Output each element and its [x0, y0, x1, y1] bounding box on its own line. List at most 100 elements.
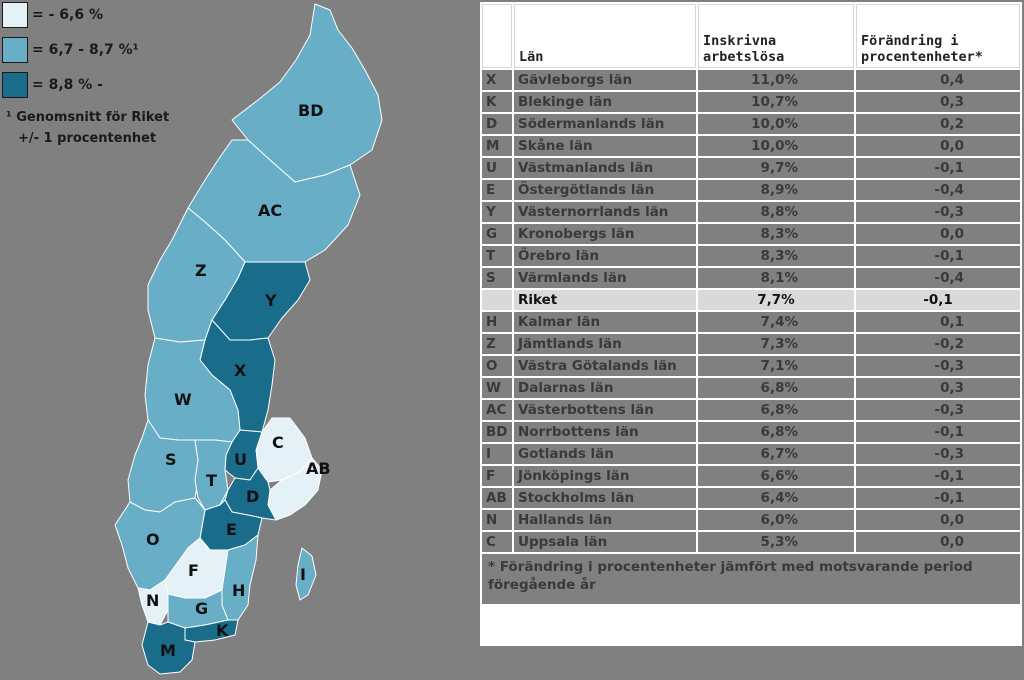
header-code — [482, 4, 512, 68]
table-row: G Kronobergs län 8,3% 0,0 — [482, 224, 1020, 244]
row-code: AC — [482, 400, 512, 420]
header-inskrivna[interactable]: Inskrivna arbetslösa — [698, 4, 854, 68]
row-code: O — [482, 356, 512, 376]
county-m[interactable] — [141, 621, 196, 675]
row-value: 6,0% — [698, 510, 854, 530]
row-name: Jämtlands län — [514, 334, 696, 354]
row-code: G — [482, 224, 512, 244]
row-name: Hallands län — [514, 510, 696, 530]
row-name: Riket — [514, 290, 696, 310]
row-name: Stockholms län — [514, 488, 696, 508]
row-code: T — [482, 246, 512, 266]
county-t[interactable] — [194, 439, 233, 511]
legend-note-1: ¹ Genomsnitt för Riket — [6, 110, 170, 125]
table-row: I Gotlands län 6,7% -0,3 — [482, 444, 1020, 464]
row-code: M — [482, 136, 512, 156]
row-code: I — [482, 444, 512, 464]
row-value: 10,7% — [698, 92, 854, 112]
row-name: Västmanlands län — [514, 158, 696, 178]
row-name: Skåne län — [514, 136, 696, 156]
row-change: -0,3 — [856, 400, 1020, 420]
row-change: -0,1 — [856, 422, 1020, 442]
map-label-g: G — [195, 599, 208, 618]
table-row: T Örebro län 8,3% -0,1 — [482, 246, 1020, 266]
county-ac[interactable] — [187, 139, 361, 263]
row-code: H — [482, 312, 512, 332]
row-value: 7,1% — [698, 356, 854, 376]
map-label-f: F — [188, 561, 199, 580]
row-change: 0,0 — [856, 136, 1020, 156]
table-row: F Jönköpings län 6,6% -0,1 — [482, 466, 1020, 486]
unemployment-table: Län Inskrivna arbetslösa Förändring i pr… — [480, 2, 1022, 554]
map-label-o: O — [146, 530, 160, 549]
table-row: Z Jämtlands län 7,3% -0,2 — [482, 334, 1020, 354]
row-code: Z — [482, 334, 512, 354]
map-label-x: X — [234, 361, 247, 380]
row-name: Västra Götalands län — [514, 356, 696, 376]
row-code: AB — [482, 488, 512, 508]
row-change: 0,4 — [856, 70, 1020, 90]
row-name: Blekinge län — [514, 92, 696, 112]
county-h[interactable] — [221, 534, 259, 621]
row-value: 11,0% — [698, 70, 854, 90]
map-labels: BD AC Z Y X W C AB U S T D E O F N G H K… — [146, 101, 331, 660]
map-label-m: M — [160, 641, 176, 660]
row-change: 0,2 — [856, 114, 1020, 134]
map-label-e: E — [226, 520, 237, 539]
row-code: N — [482, 510, 512, 530]
map-label-w: W — [174, 390, 192, 409]
legend-item-mid: = 6,7 - 8,7 %¹ — [2, 37, 139, 63]
row-code: X — [482, 70, 512, 90]
header-forandring[interactable]: Förändring i procentenheter* — [856, 4, 1020, 68]
table-row-riket: Riket 7,7% -0,1 — [482, 290, 1020, 310]
row-change: -0,1 — [856, 290, 1020, 310]
row-change: -0,3 — [856, 444, 1020, 464]
sweden-county-map: BD AC Z Y X W C AB U S T D E O F N G H K… — [114, 3, 383, 675]
row-value: 6,8% — [698, 422, 854, 442]
row-change: 0,3 — [856, 92, 1020, 112]
table-row: S Värmlands län 8,1% -0,4 — [482, 268, 1020, 288]
map-label-t: T — [206, 471, 217, 490]
row-name: Södermanlands län — [514, 114, 696, 134]
table-row: W Dalarnas län 6,8% 0,3 — [482, 378, 1020, 398]
legend-label-high: = 8,8 % - — [32, 77, 103, 93]
map-label-k: K — [216, 621, 229, 640]
row-value: 8,8% — [698, 202, 854, 222]
map-label-y: Y — [264, 291, 277, 310]
row-change: 0,1 — [856, 312, 1020, 332]
row-value: 6,4% — [698, 488, 854, 508]
row-code: C — [482, 532, 512, 552]
row-name: Uppsala län — [514, 532, 696, 552]
map-label-s: S — [165, 450, 177, 469]
row-name: Kronobergs län — [514, 224, 696, 244]
table-row: AB Stockholms län 6,4% -0,1 — [482, 488, 1020, 508]
row-change: -0,1 — [856, 466, 1020, 486]
row-name: Kalmar län — [514, 312, 696, 332]
row-change: -0,1 — [856, 246, 1020, 266]
legend-note-2: +/- 1 procentenhet — [18, 131, 157, 146]
county-i[interactable] — [295, 547, 317, 601]
legend-item-high: = 8,8 % - — [2, 72, 103, 98]
table-row: X Gävleborgs län 11,0% 0,4 — [482, 70, 1020, 90]
header-lan[interactable]: Län — [514, 4, 696, 68]
table-row: K Blekinge län 10,7% 0,3 — [482, 92, 1020, 112]
legend-label-low: = - 6,6 % — [32, 7, 103, 23]
row-value: 10,0% — [698, 114, 854, 134]
row-change: -0,3 — [856, 202, 1020, 222]
table-row: U Västmanlands län 9,7% -0,1 — [482, 158, 1020, 178]
row-value: 8,9% — [698, 180, 854, 200]
row-code: BD — [482, 422, 512, 442]
map-label-ac: AC — [258, 201, 282, 220]
row-change: -0,1 — [856, 488, 1020, 508]
row-name: Östergötlands län — [514, 180, 696, 200]
table-row: N Hallands län 6,0% 0,0 — [482, 510, 1020, 530]
row-name: Värmlands län — [514, 268, 696, 288]
map-legend: = - 6,6 % = 6,7 - 8,7 %¹ = 8,8 % - ¹ Gen… — [2, 2, 202, 152]
row-value: 5,3% — [698, 532, 854, 552]
map-label-ab: AB — [306, 459, 331, 478]
row-change: -0,3 — [856, 356, 1020, 376]
map-label-z: Z — [195, 261, 207, 280]
row-change: -0,1 — [856, 158, 1020, 178]
table-row: C Uppsala län 5,3% 0,0 — [482, 532, 1020, 552]
row-code — [482, 290, 512, 310]
